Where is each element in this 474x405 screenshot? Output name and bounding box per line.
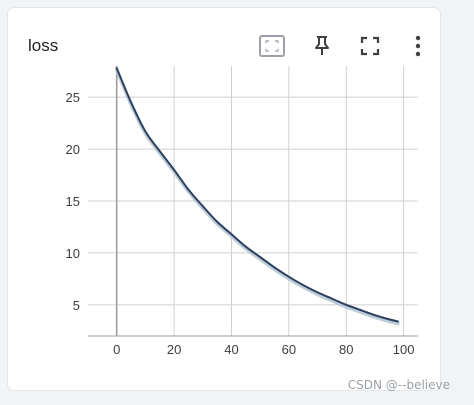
pin-button[interactable] <box>308 32 336 60</box>
pin-icon <box>315 36 329 55</box>
fit-domain-icon <box>259 35 285 57</box>
x-tick-label: 100 <box>393 342 415 357</box>
more-options-button[interactable] <box>404 32 432 60</box>
y-tick-label: 25 <box>66 90 80 105</box>
y-tick-label: 15 <box>66 194 80 209</box>
chart-card: loss <box>8 8 440 390</box>
grid <box>88 66 418 336</box>
y-tick-label: 10 <box>66 246 80 261</box>
fit-domain-button[interactable] <box>258 32 286 60</box>
series-raw-line <box>114 68 400 326</box>
series-layer <box>114 67 400 326</box>
more-vert-icon <box>415 35 421 57</box>
x-tick-label: 0 <box>113 342 120 357</box>
y-tick-label: 5 <box>73 298 80 313</box>
series-line <box>115 67 399 323</box>
watermark-text: CSDN @--believe <box>347 378 450 392</box>
x-tick-label: 40 <box>224 342 238 357</box>
x-tick-label: 80 <box>339 342 353 357</box>
fullscreen-button[interactable] <box>356 32 384 60</box>
chart-title: loss <box>28 36 59 55</box>
tick-labels: 5 10 15 20 25 0 20 40 60 80 100 <box>66 90 415 357</box>
x-tick-label: 20 <box>167 342 181 357</box>
card-toolbar <box>248 32 438 60</box>
fullscreen-icon <box>360 36 380 56</box>
x-tick-label: 60 <box>282 342 296 357</box>
y-tick-label: 20 <box>66 142 80 157</box>
